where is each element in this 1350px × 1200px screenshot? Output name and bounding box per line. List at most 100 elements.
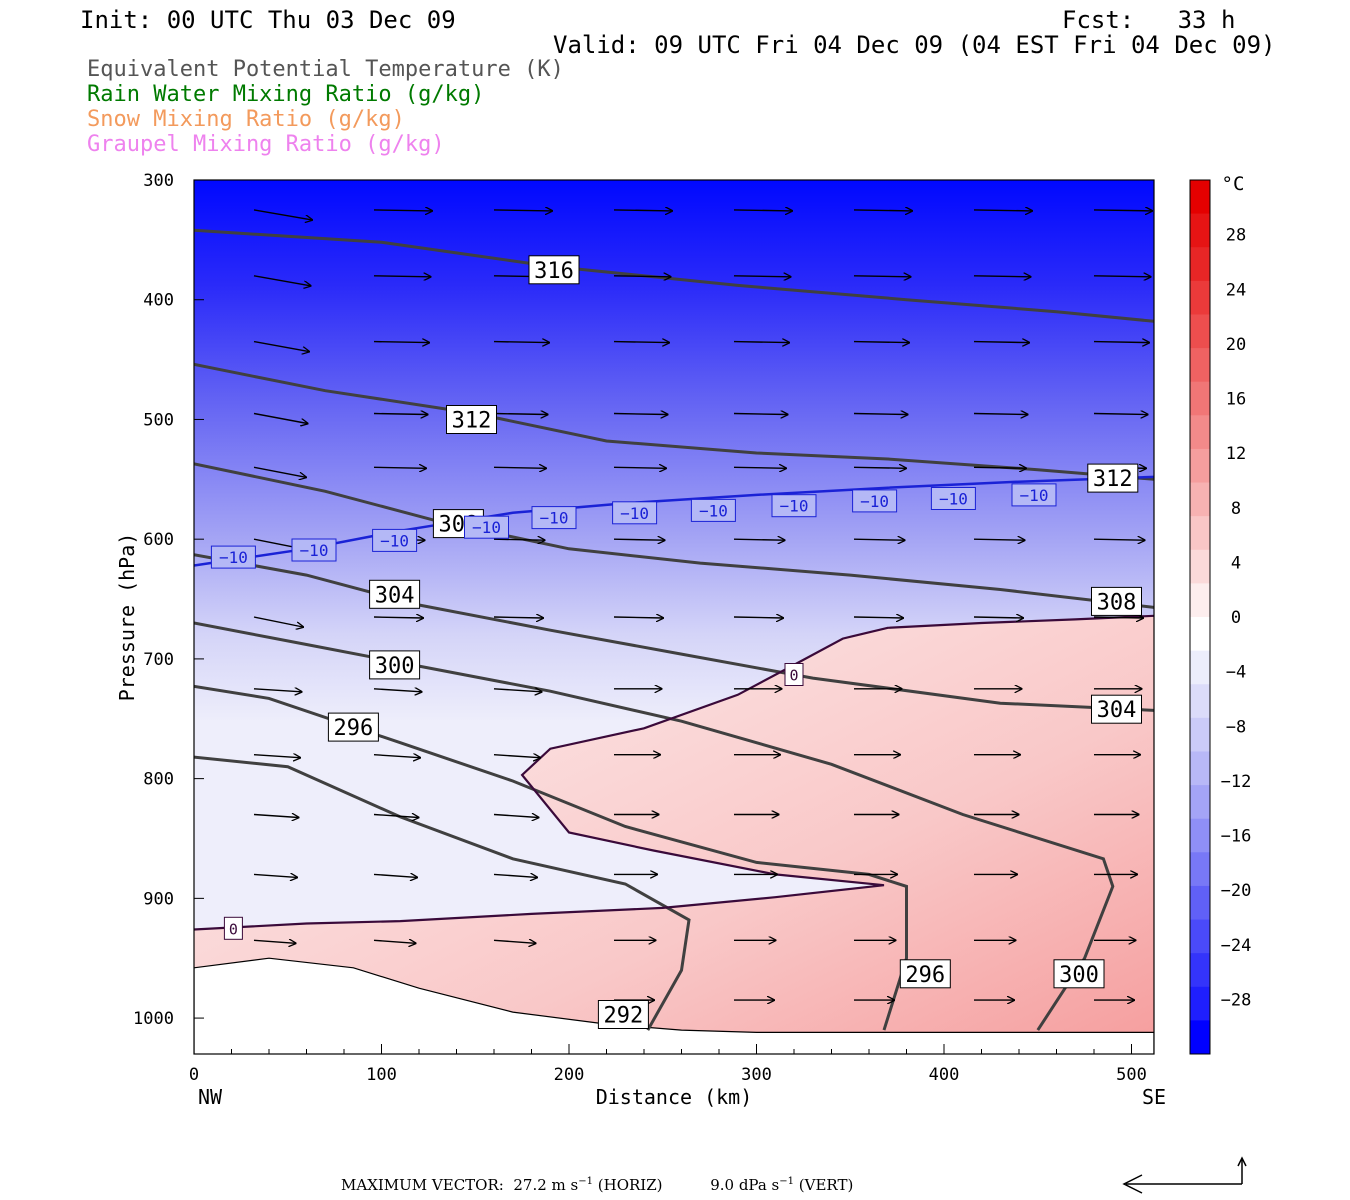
theta-e-label: 312: [1093, 467, 1133, 492]
valid-time: Valid: 09 UTC Fri 04 Dec 09 (04 EST Fri …: [553, 31, 1276, 59]
reference-arrows: [1122, 1156, 1247, 1194]
wind-vector: [733, 414, 788, 415]
wind-vector: [1093, 617, 1143, 618]
init-time: Init: 00 UTC Thu 03 Dec 09: [80, 6, 456, 34]
wind-vector: [613, 617, 663, 618]
wind-vector: [613, 210, 672, 211]
colorbar-frame: [1189, 179, 1211, 1055]
colorbar-tick-label: 12: [1226, 444, 1246, 464]
colorbar-swatch: [1190, 751, 1210, 786]
wind-vector: [1093, 342, 1149, 343]
colorbar-tick-label: 4: [1231, 553, 1241, 573]
colorbar-swatch: [1190, 1020, 1210, 1055]
wind-vector: [1093, 539, 1145, 540]
colorbar-swatch: [1190, 885, 1210, 921]
isotherm-label-box: [464, 515, 509, 539]
isotherm-minus10-label: −10: [860, 492, 889, 511]
wind-vector: [253, 340, 309, 352]
below-ground: [194, 957, 1154, 1054]
wind-vector: [493, 210, 552, 211]
wind-vector: [493, 617, 543, 618]
x-tick-label: 300: [741, 1065, 772, 1085]
max-vector-vert: 9.0 dPa s: [710, 1176, 780, 1194]
x-tick-label: 400: [929, 1065, 960, 1085]
wind-vector: [733, 276, 791, 277]
zero-isotherm: [194, 614, 1154, 931]
theta-e-label-box: [369, 579, 421, 609]
wind-vector: [973, 414, 1028, 415]
colorbar-swatch: [1190, 549, 1210, 584]
colorbar-swatch: [1190, 986, 1210, 1021]
colorbar-swatch: [1190, 583, 1210, 618]
wind-vector: [973, 276, 1031, 277]
theta-e-label-box: [1053, 959, 1105, 989]
x-right-end: SE: [1142, 1085, 1166, 1109]
isotherm-label-box: [531, 506, 577, 530]
y-tick-label: 400: [143, 291, 174, 311]
isotherm-label-box: [210, 545, 256, 569]
wind-vector: [253, 815, 299, 818]
theta-e-line-308: [194, 462, 1154, 609]
wind-vector: [853, 539, 905, 540]
colorbar-tick-label: −12: [1221, 772, 1252, 792]
colorbar-tick-label: −4: [1226, 663, 1246, 683]
theta-e-label: 304: [375, 583, 415, 608]
wind-vector: [973, 617, 1023, 618]
wind-vector: [973, 539, 1025, 540]
wind-vector: [373, 940, 416, 943]
wind-vector: [253, 412, 308, 424]
theta-e-label-box: [327, 712, 379, 742]
isotherm-label-box: [690, 498, 736, 522]
vert-suffix: (VERT): [798, 1176, 854, 1194]
wind-vector: [493, 874, 537, 877]
theta-e-label: 300: [1059, 963, 1099, 988]
wind-vector: [493, 539, 545, 540]
wind-vector: [853, 276, 911, 277]
wind-vector: [493, 689, 542, 692]
colorbar-tick-label: 24: [1226, 280, 1246, 300]
isotherm-minus10-label: −10: [1020, 486, 1049, 505]
vert-exponent: −1: [779, 1176, 795, 1187]
wind-vector: [373, 467, 426, 468]
wind-vector: [733, 210, 792, 211]
wind-vector: [373, 210, 432, 211]
max-vector-footer: MAXIMUM VECTOR: 27.2 m s−1 (HORIZ) 9.0 d…: [341, 1176, 853, 1194]
wind-vector: [853, 617, 903, 618]
wind-vector: [613, 414, 668, 415]
wind-vector: [373, 276, 431, 277]
isotherm-minus10-label: −10: [300, 541, 329, 560]
colorbar-swatch: [1190, 213, 1210, 248]
wind-vector: [373, 414, 428, 415]
theta-e-label-box: [1091, 694, 1142, 724]
isotherm-label-box: [771, 494, 817, 518]
theta-e-label: 316: [534, 259, 574, 284]
colorbar-swatch: [1190, 381, 1210, 416]
wind-vector: [373, 342, 429, 343]
max-vector-label: MAXIMUM VECTOR:: [341, 1176, 504, 1194]
x-tick-label: 500: [1116, 1065, 1147, 1085]
wind-vector: [853, 210, 912, 211]
wind-vector: [733, 539, 785, 540]
isotherm-label-box: [852, 489, 898, 513]
wind-vector: [253, 466, 306, 477]
colorbar-swatch: [1190, 280, 1210, 315]
colorbar-tick-label: −8: [1226, 717, 1246, 737]
warm-field: [194, 615, 1154, 1054]
isotherm-label-box: [1011, 483, 1057, 507]
wind-vector: [853, 342, 909, 343]
wind-vector: [853, 467, 906, 468]
theta-e-line-304: [194, 553, 1154, 712]
legend-rain: Rain Water Mixing Ratio (g/kg): [87, 82, 485, 107]
theta-e-label-box: [899, 959, 951, 989]
colorbar-swatch: [1190, 617, 1210, 652]
y-tick-label: 500: [143, 410, 174, 430]
wind-vector: [373, 689, 422, 692]
isotherm-minus10-label: −10: [472, 518, 501, 537]
wind-vector: [613, 539, 665, 540]
y-axis-label: Pressure (hPa): [115, 533, 139, 702]
horiz-exponent: −1: [578, 1176, 593, 1187]
theta-e-label-box: [1091, 586, 1142, 616]
isotherm-minus10-label: −10: [219, 548, 248, 567]
theta-e-line-316: [194, 228, 1154, 323]
